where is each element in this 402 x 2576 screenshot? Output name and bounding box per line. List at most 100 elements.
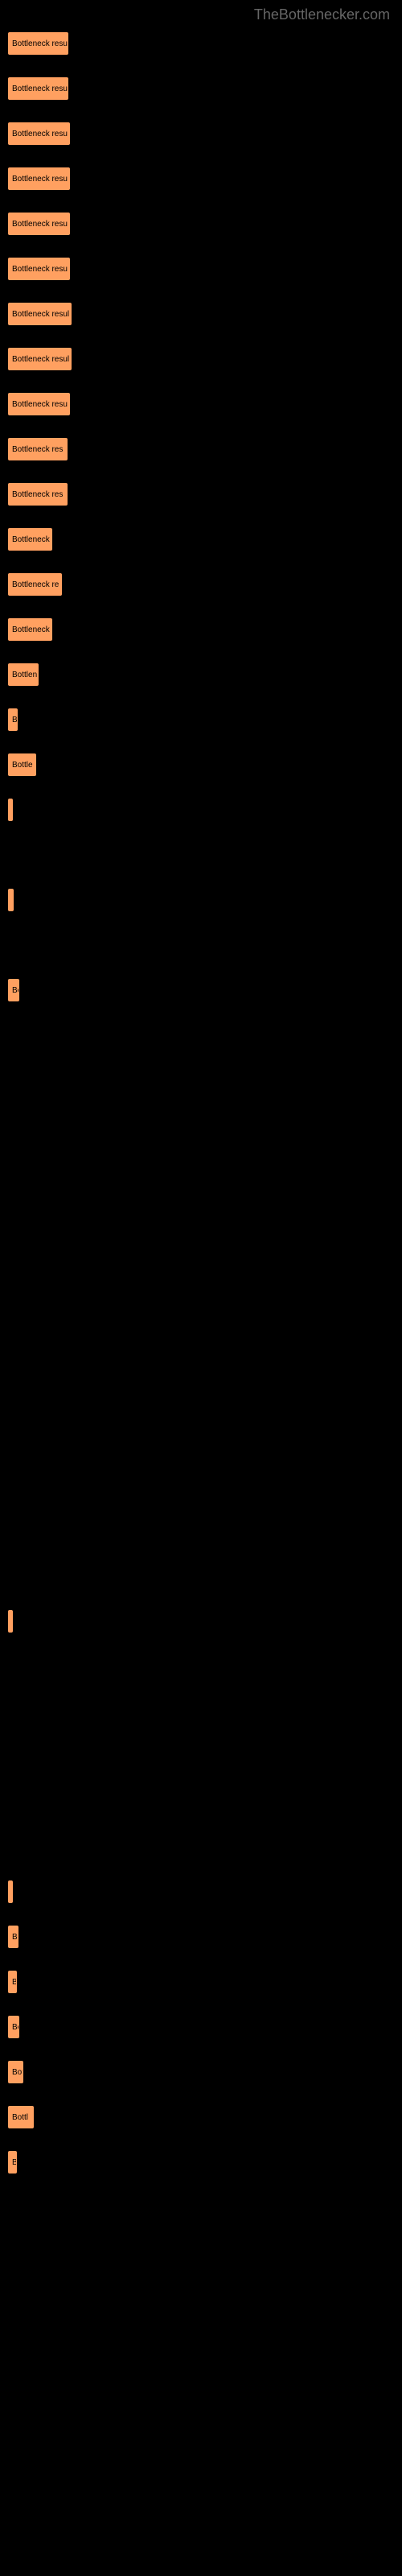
bar-chart: Bottleneck resu Bottleneck resu Bottleneck… bbox=[8, 24, 394, 2188]
bar-row: Bottleneck re bbox=[8, 565, 394, 604]
bar-row bbox=[8, 1512, 394, 1550]
bar-label: Bo bbox=[12, 986, 19, 995]
chart-bar: B bbox=[8, 2151, 17, 2174]
chart-bar bbox=[8, 1880, 13, 1903]
chart-bar bbox=[8, 889, 14, 911]
bar-label: B bbox=[12, 1978, 17, 1987]
bar-row: Bottleneck resu bbox=[8, 114, 394, 153]
chart-bar: Bottleneck res bbox=[8, 483, 68, 506]
chart-bar: Bottle bbox=[8, 753, 36, 776]
bar-row bbox=[8, 1016, 394, 1055]
bar-row: Bottl bbox=[8, 2098, 394, 2136]
bar-label: Bottleneck resu bbox=[12, 130, 68, 138]
chart-bar: Bottleneck re bbox=[8, 573, 62, 596]
bar-row bbox=[8, 1151, 394, 1190]
bar-row bbox=[8, 1737, 394, 1776]
chart-bar: Bottleneck resu bbox=[8, 167, 70, 190]
chart-bar: B bbox=[8, 1971, 17, 1993]
bar-row: Bottle bbox=[8, 745, 394, 784]
bar-row bbox=[8, 881, 394, 919]
bar-row: Bo bbox=[8, 1918, 394, 1956]
bar-row: Bottleneck resu bbox=[8, 204, 394, 243]
chart-bar bbox=[8, 799, 13, 821]
chart-bar: Bottleneck resul bbox=[8, 303, 72, 325]
bar-row: B bbox=[8, 2143, 394, 2182]
chart-bar: Bottleneck bbox=[8, 528, 52, 551]
bar-row bbox=[8, 1286, 394, 1325]
chart-bar: Bottl bbox=[8, 2106, 34, 2128]
bar-row: Bottleneck res bbox=[8, 430, 394, 469]
bar-label: Bo bbox=[12, 1933, 18, 1942]
chart-bar: Bottleneck resu bbox=[8, 258, 70, 280]
bar-label: Bot bbox=[12, 2068, 23, 2077]
chart-bar: Bo bbox=[8, 1926, 18, 1948]
bar-row bbox=[8, 1377, 394, 1415]
chart-bar: Bottleneck bbox=[8, 618, 52, 641]
chart-bar: Bottleneck resu bbox=[8, 393, 70, 415]
bar-label: Bottleneck resu bbox=[12, 400, 68, 409]
bar-label: Bottleneck resu bbox=[12, 220, 68, 229]
bar-label: Bottleneck resul bbox=[12, 355, 69, 364]
bar-label: Bottleneck res bbox=[12, 445, 63, 454]
chart-bar: Bottleneck resu bbox=[8, 32, 68, 55]
bar-label: Bo bbox=[12, 716, 18, 724]
bar-row bbox=[8, 1647, 394, 1686]
bar-row: Bottleneck resu bbox=[8, 24, 394, 63]
bar-row bbox=[8, 1331, 394, 1370]
bar-row: Bottleneck resu bbox=[8, 250, 394, 288]
chart-bar: Bottleneck resul bbox=[8, 348, 72, 370]
bar-label: Bottleneck bbox=[12, 535, 50, 544]
bar-label: B bbox=[12, 2158, 17, 2167]
bar-row bbox=[8, 926, 394, 964]
chart-bar: Bottlen bbox=[8, 663, 39, 686]
bar-row bbox=[8, 1467, 394, 1505]
bar-row bbox=[8, 791, 394, 829]
bar-label: Bottl bbox=[12, 2113, 28, 2122]
bar-row: Bottleneck resul bbox=[8, 295, 394, 333]
bar-label: Bottleneck resu bbox=[12, 265, 68, 274]
bar-label: Bottleneck resu bbox=[12, 39, 68, 48]
bar-row bbox=[8, 1241, 394, 1280]
bar-row bbox=[8, 836, 394, 874]
chart-bar: Bottleneck resu bbox=[8, 122, 70, 145]
bar-label: Bottleneck resu bbox=[12, 85, 68, 93]
bar-row: Bottlen bbox=[8, 655, 394, 694]
chart-bar: Bottleneck resu bbox=[8, 213, 70, 235]
bar-row: Bo bbox=[8, 971, 394, 1009]
bar-label: Bottleneck bbox=[12, 625, 50, 634]
bar-row bbox=[8, 1557, 394, 1596]
watermark-text: TheBottlenecker.com bbox=[254, 6, 390, 23]
bar-label: Bottlen bbox=[12, 671, 37, 679]
bar-row: Bottleneck resul bbox=[8, 340, 394, 378]
bar-label: Bottleneck res bbox=[12, 490, 63, 499]
chart-bar: Bot bbox=[8, 2061, 23, 2083]
bar-row bbox=[8, 1782, 394, 1821]
chart-bar: Bo bbox=[8, 979, 19, 1001]
bar-label: Bottle bbox=[12, 761, 33, 770]
bar-row bbox=[8, 1061, 394, 1100]
bar-row bbox=[8, 1106, 394, 1145]
bar-row: Bottleneck res bbox=[8, 475, 394, 514]
bar-row: Bottleneck resu bbox=[8, 385, 394, 423]
bar-label: Bottleneck resul bbox=[12, 310, 69, 319]
bar-label: Bo bbox=[12, 2023, 19, 2032]
bar-row bbox=[8, 1827, 394, 1866]
chart-bar bbox=[8, 1610, 13, 1633]
bar-row: B bbox=[8, 1963, 394, 2001]
bar-row: Bot bbox=[8, 2053, 394, 2091]
bar-label: Bottleneck resu bbox=[12, 175, 68, 184]
chart-bar: Bo bbox=[8, 708, 18, 731]
bar-row: Bottleneck bbox=[8, 610, 394, 649]
bar-row bbox=[8, 1196, 394, 1235]
bar-row bbox=[8, 1872, 394, 1911]
bar-row: Bottleneck resu bbox=[8, 159, 394, 198]
bar-row: Bottleneck resu bbox=[8, 69, 394, 108]
chart-bar: Bottleneck res bbox=[8, 438, 68, 460]
chart-bar: Bottleneck resu bbox=[8, 77, 68, 100]
bar-row: Bo bbox=[8, 2008, 394, 2046]
bar-row bbox=[8, 1602, 394, 1641]
bar-row bbox=[8, 1422, 394, 1460]
bar-row: Bo bbox=[8, 700, 394, 739]
bar-label: Bottleneck re bbox=[12, 580, 59, 589]
bar-row bbox=[8, 1692, 394, 1731]
